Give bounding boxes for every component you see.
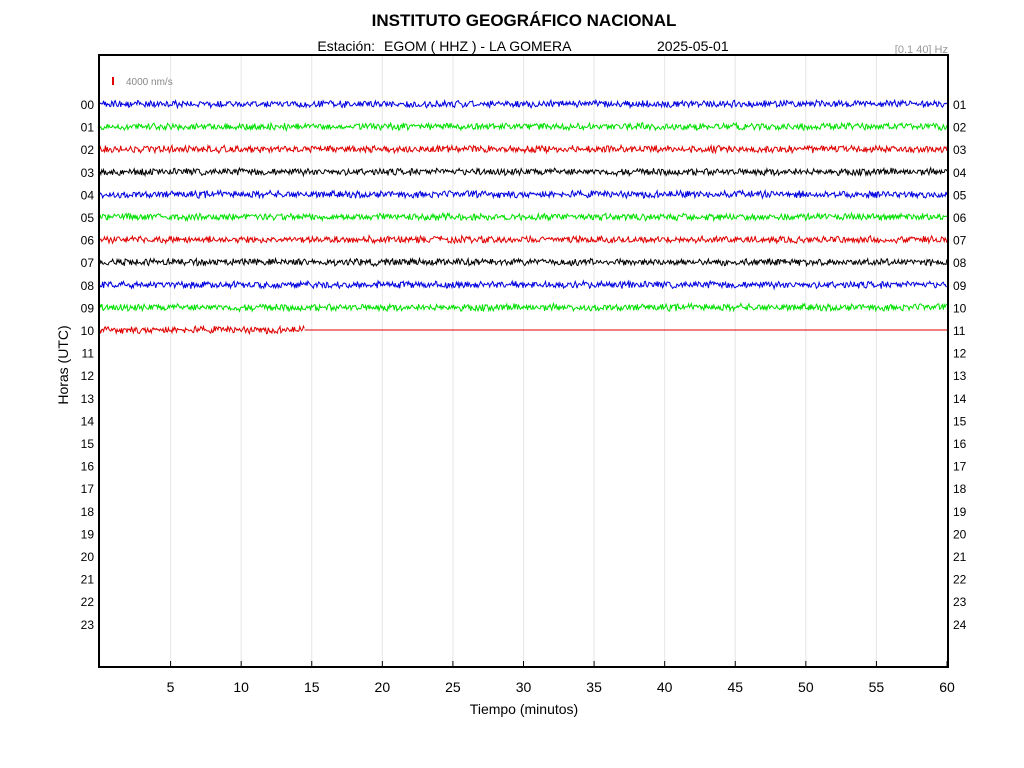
- left-hour-label: 20: [81, 550, 95, 564]
- left-hour-label: 02: [81, 143, 95, 157]
- station-name: EGOM ( HHZ ) - LA GOMERA: [384, 38, 572, 54]
- x-tick-label: 40: [657, 679, 673, 695]
- x-tick-label: 50: [798, 679, 814, 695]
- right-hour-label: 05: [953, 188, 967, 202]
- left-hour-label: 06: [81, 234, 95, 248]
- left-hour-label: 21: [81, 573, 95, 587]
- y-axis-label: Horas (UTC): [55, 325, 71, 404]
- right-hour-label: 13: [953, 369, 967, 383]
- chart-title: INSTITUTO GEOGRÁFICO NACIONAL: [372, 11, 677, 30]
- x-tick-label: 10: [233, 679, 249, 695]
- right-hour-label: 07: [953, 234, 967, 248]
- right-hour-label: 06: [953, 211, 967, 225]
- trace-hour-10: [100, 326, 304, 334]
- left-hour-labels: 00 01 02 03 04 05 06 07 08 09 10 11 12 13 14 15 16 17 18 19…: [81, 98, 95, 632]
- right-hour-label: 12: [953, 347, 967, 361]
- right-hour-label: 10: [953, 301, 967, 315]
- left-hour-label: 14: [81, 414, 95, 428]
- left-hour-label: 15: [81, 437, 95, 451]
- left-hour-label: 09: [81, 301, 95, 315]
- left-hour-label: 16: [81, 460, 95, 474]
- left-hour-label: 22: [81, 595, 95, 609]
- right-hour-label: 19: [953, 505, 967, 519]
- right-hour-label: 09: [953, 279, 967, 293]
- left-hour-label: 11: [82, 347, 95, 361]
- x-tick-label: 45: [727, 679, 743, 695]
- right-hour-label: 01: [953, 98, 967, 112]
- left-hour-label: 00: [81, 98, 95, 112]
- right-hour-label: 14: [953, 392, 967, 406]
- right-hour-label: 02: [953, 121, 967, 135]
- x-tick-label: 20: [375, 679, 391, 695]
- x-tick-label: 25: [445, 679, 461, 695]
- chart-date: 2025-05-01: [657, 38, 729, 54]
- x-tick-label: 60: [939, 679, 955, 695]
- right-hour-label: 11: [953, 324, 966, 338]
- right-hour-labels: 01 02 03 04 05 06 07 08 09 10 11 12 13 14 15 16 17 18 19 20…: [953, 98, 967, 632]
- scale-label: 4000 nm/s: [126, 77, 173, 88]
- left-hour-label: 05: [81, 211, 95, 225]
- left-hour-label: 07: [81, 256, 95, 270]
- right-hour-label: 04: [953, 166, 967, 180]
- right-hour-label: 23: [953, 595, 967, 609]
- left-hour-label: 17: [81, 482, 95, 496]
- left-hour-label: 03: [81, 166, 95, 180]
- x-tick-label: 5: [167, 679, 175, 695]
- x-tick-label: 15: [304, 679, 320, 695]
- left-hour-label: 19: [81, 527, 95, 541]
- right-hour-label: 18: [953, 482, 967, 496]
- right-hour-label: 22: [953, 573, 967, 587]
- right-hour-label: 08: [953, 256, 967, 270]
- right-hour-label: 16: [953, 437, 967, 451]
- right-hour-label: 21: [953, 550, 967, 564]
- x-tick-label: 35: [586, 679, 602, 695]
- station-prefix: Estación:: [317, 38, 375, 54]
- right-hour-label: 17: [953, 460, 967, 474]
- left-hour-label: 13: [81, 392, 95, 406]
- left-hour-label: 18: [81, 505, 95, 519]
- right-hour-label: 03: [953, 143, 967, 157]
- left-hour-label: 12: [81, 369, 95, 383]
- right-hour-label: 15: [953, 414, 967, 428]
- left-hour-label: 08: [81, 279, 95, 293]
- left-hour-label: 01: [81, 121, 95, 135]
- left-hour-label: 10: [81, 324, 95, 338]
- right-hour-label: 24: [953, 618, 967, 632]
- right-hour-label: 20: [953, 527, 967, 541]
- x-tick-label: 30: [516, 679, 532, 695]
- left-hour-label: 23: [81, 618, 95, 632]
- left-hour-label: 04: [81, 188, 95, 202]
- x-axis-label: Tiempo (minutos): [470, 701, 578, 717]
- x-tick-label: 55: [869, 679, 885, 695]
